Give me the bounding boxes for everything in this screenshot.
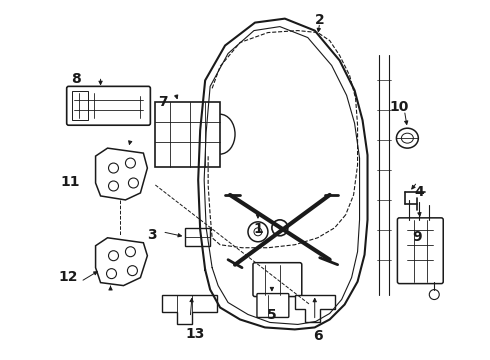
Text: 4: 4	[415, 185, 424, 199]
Circle shape	[108, 163, 119, 173]
FancyBboxPatch shape	[155, 102, 220, 167]
Circle shape	[125, 247, 135, 257]
FancyBboxPatch shape	[257, 293, 289, 318]
Circle shape	[108, 181, 119, 191]
Ellipse shape	[401, 133, 414, 143]
FancyBboxPatch shape	[67, 86, 150, 125]
Text: 3: 3	[147, 228, 157, 242]
Bar	[72, 91, 88, 120]
Text: 5: 5	[267, 307, 277, 321]
Polygon shape	[96, 238, 147, 285]
Text: 8: 8	[71, 72, 80, 86]
Text: 2: 2	[315, 13, 324, 27]
Circle shape	[272, 220, 288, 236]
Text: 7: 7	[158, 95, 168, 109]
Circle shape	[128, 178, 138, 188]
Text: 1: 1	[253, 222, 263, 236]
Circle shape	[127, 266, 137, 276]
Ellipse shape	[396, 128, 418, 148]
Polygon shape	[162, 294, 217, 324]
Circle shape	[248, 222, 268, 242]
Circle shape	[125, 158, 135, 168]
Text: 10: 10	[390, 100, 409, 114]
Text: 9: 9	[413, 230, 422, 244]
FancyBboxPatch shape	[397, 218, 443, 284]
Bar	[185, 228, 210, 246]
Polygon shape	[96, 148, 147, 200]
Text: 13: 13	[186, 328, 205, 341]
Text: 6: 6	[313, 329, 322, 343]
Polygon shape	[295, 294, 335, 323]
Text: 11: 11	[61, 175, 80, 189]
Circle shape	[429, 289, 439, 300]
FancyBboxPatch shape	[253, 263, 302, 297]
Circle shape	[106, 269, 117, 279]
Circle shape	[108, 251, 119, 261]
Text: 12: 12	[59, 270, 78, 284]
Circle shape	[254, 228, 262, 236]
